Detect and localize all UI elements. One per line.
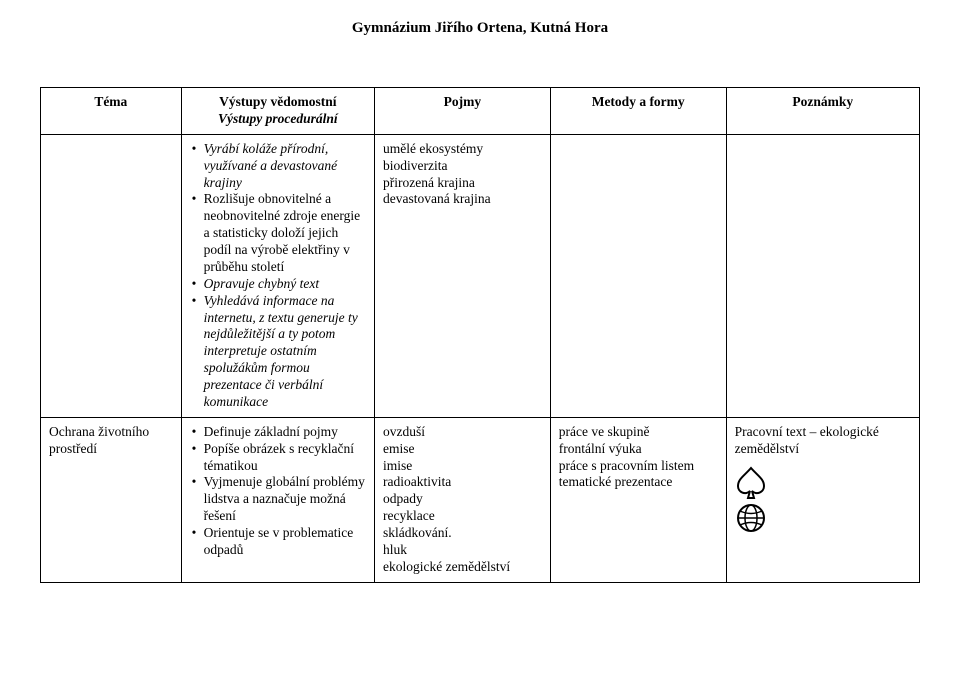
cell-pojmy: ovzduší emise imise radioaktivita odpady… [375, 417, 551, 582]
metoda: práce ve skupině [559, 424, 718, 441]
cell-tema: Ochrana životního prostředí [41, 417, 182, 582]
page: Gymnázium Jiřího Ortena, Kutná Hora Téma… [0, 0, 960, 688]
table-header-row: Téma Výstupy vědomostní Výstupy procedur… [41, 88, 920, 135]
pojem: odpady [383, 491, 542, 508]
cell-vystupy: Definuje základní pojmy Popíše obrázek s… [181, 417, 374, 582]
list-item: Vyjmenuje globální problémy lidstva a na… [190, 474, 366, 525]
list-item: Definuje základní pojmy [190, 424, 366, 441]
list-item: Opravuje chybný text [190, 276, 366, 293]
col-pojmy: Pojmy [375, 88, 551, 135]
pojem: emise [383, 441, 542, 458]
col-vystupy: Výstupy vědomostní Výstupy procedurální [181, 88, 374, 135]
cell-poznamky [726, 134, 919, 417]
pojem: ovzduší [383, 424, 542, 441]
list-item: Rozlišuje obnovitelné a neobnovitelné zd… [190, 191, 366, 275]
icon-group [735, 466, 911, 534]
pojem: hluk [383, 542, 542, 559]
cell-metody: práce ve skupině frontální výuka práce s… [550, 417, 726, 582]
cell-poznamky: Pracovní text – ekologické zemědělství [726, 417, 919, 582]
pojem: imise [383, 458, 542, 475]
cell-pojmy: umělé ekosystémy biodiverzita přirozená … [375, 134, 551, 417]
metoda: tematické prezentace [559, 474, 718, 491]
pojem: ekologické zemědělství [383, 559, 542, 576]
col-vystupy-line2: Výstupy procedurální [190, 111, 366, 128]
pojem: recyklace [383, 508, 542, 525]
pojem: radioaktivita [383, 474, 542, 491]
col-vystupy-line1: Výstupy vědomostní [190, 94, 366, 111]
table-row: Vyrábí koláže přírodní, využívané a deva… [41, 134, 920, 417]
page-title: Gymnázium Jiřího Ortena, Kutná Hora [40, 20, 920, 37]
vystupy-list: Vyrábí koláže přírodní, využívané a deva… [190, 141, 366, 411]
list-item: Orientuje se v problematice odpadů [190, 525, 366, 559]
col-tema: Téma [41, 88, 182, 135]
pojem: přirozená krajina [383, 175, 542, 192]
cell-metody [550, 134, 726, 417]
col-poznamky: Poznámky [726, 88, 919, 135]
list-item: Vyrábí koláže přírodní, využívané a deva… [190, 141, 366, 192]
pojem: skládkování. [383, 525, 542, 542]
metoda: frontální výuka [559, 441, 718, 458]
cell-vystupy: Vyrábí koláže přírodní, využívané a deva… [181, 134, 374, 417]
vystupy-list: Definuje základní pojmy Popíše obrázek s… [190, 424, 366, 559]
pojem: devastovaná krajina [383, 191, 542, 208]
table-row: Ochrana životního prostředí Definuje zák… [41, 417, 920, 582]
metoda: práce s pracovním listem [559, 458, 718, 475]
pojem: umělé ekosystémy [383, 141, 542, 158]
cell-tema [41, 134, 182, 417]
pojem: biodiverzita [383, 158, 542, 175]
globe-icon [735, 502, 767, 534]
spade-icon [735, 466, 767, 500]
list-item: Popíše obrázek s recyklační tématikou [190, 441, 366, 475]
poznamka-text: Pracovní text – ekologické zemědělství [735, 424, 911, 458]
col-metody: Metody a formy [550, 88, 726, 135]
list-item: Vyhledává informace na internetu, z text… [190, 293, 366, 411]
curriculum-table: Téma Výstupy vědomostní Výstupy procedur… [40, 87, 920, 583]
